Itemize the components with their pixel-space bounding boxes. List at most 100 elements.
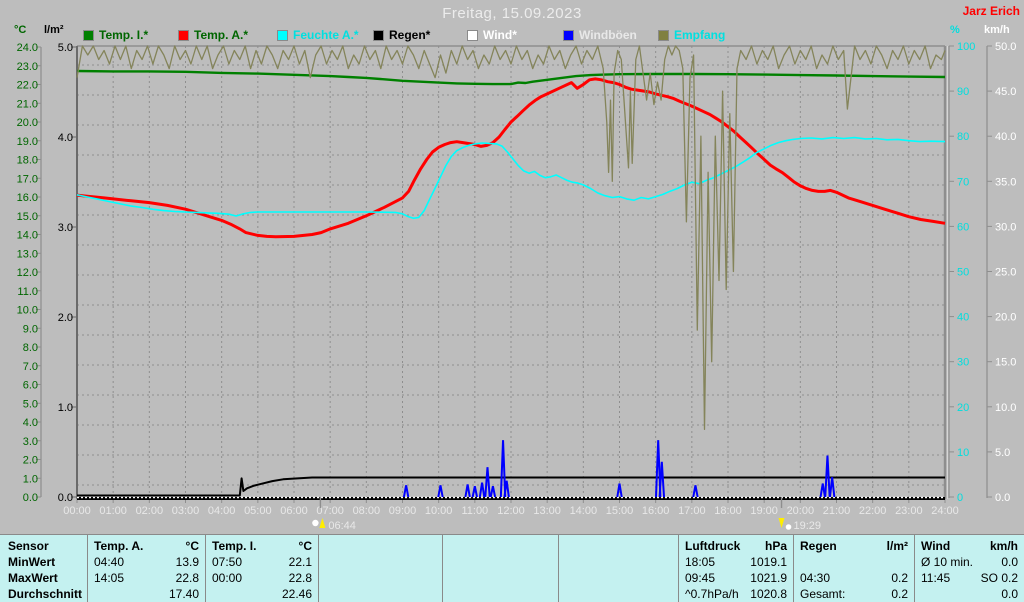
series-temp-innen: [76, 69, 946, 86]
y-axis-wind-label: 10.0: [995, 402, 1016, 414]
table-row: [443, 538, 558, 554]
series-windboeen-spike: [658, 461, 666, 498]
table-row: 22.46: [206, 586, 318, 602]
table-cell: 22.1: [288, 555, 312, 569]
summary-table: Sensor MinWert MaxWert Durchschnitt Temp. A.…: [0, 534, 1024, 602]
y-axis-humidity-label: 20: [957, 402, 969, 414]
y-axis-humidity-label: 80: [957, 131, 969, 143]
series-empfang: [76, 45, 946, 431]
x-axis-label: 01:00: [99, 505, 127, 517]
y-axis-temp-label: 8.0: [23, 342, 38, 354]
y-axis-temp-label: 14.0: [17, 230, 38, 242]
series-windboeen-spike: [503, 480, 510, 498]
y-axis-temp-label: 6.0: [23, 380, 38, 392]
table-row: 00:00 22.8: [206, 570, 318, 586]
y-axis-temp-label: 17.0: [17, 173, 38, 185]
x-axis-label: 05:00: [244, 505, 272, 517]
x-axis-label: 09:00: [389, 505, 417, 517]
table-cell: 1019.1: [750, 555, 787, 569]
x-axis-label: 20:00: [787, 505, 815, 517]
x-axis-label: 23:00: [895, 505, 923, 517]
table-column: [559, 535, 679, 602]
series-windboeen-spike: [654, 440, 662, 498]
legend-item: Empfang: [658, 28, 725, 42]
table-cell: 09:45: [685, 571, 716, 585]
legend-swatch-icon: [277, 29, 288, 41]
x-axis-label: 02:00: [136, 505, 164, 517]
x-axis-label: 14:00: [570, 505, 598, 517]
y-axis-temp-label: 11.0: [17, 286, 38, 298]
table-cell: 18:05: [685, 555, 716, 569]
table-row: [319, 554, 442, 570]
sunrise-arrow-icon: [319, 518, 326, 528]
y-axis-humidity-label: 50: [957, 267, 969, 279]
table-row: Luftdruck hPa: [679, 538, 793, 554]
y-axis-wind-label: 40.0: [995, 131, 1016, 143]
page-title: Freitag, 15.09.2023: [442, 5, 582, 22]
table-row: [559, 570, 678, 586]
legend-swatch-icon: [563, 29, 574, 41]
y-axis-wind-label: 0.0: [995, 492, 1010, 504]
legend-label: Windböen: [579, 28, 637, 42]
x-axis-label: 24:00: [931, 505, 959, 517]
table-row-label: Sensor: [8, 539, 49, 553]
legend-item: Regen*: [373, 28, 430, 42]
y-axis-humidity-label: 30: [957, 357, 969, 369]
weather-chart: 24.0 23.0 22.0 21.0 20.0 19.0 18.0 17.0 16.0 15.0…: [17, 41, 1017, 532]
table-row: 04:40 13.9: [88, 554, 205, 570]
y-axis-temp-label: 13.0: [17, 248, 38, 260]
table-cell: 07:50: [212, 555, 243, 569]
table-column: Temp. A. °C 04:40 13.9 14:05 22.8 17.40: [88, 535, 206, 602]
table-row: 11:45 SO 0.2: [915, 570, 1024, 586]
table-row: 0.0: [915, 586, 1024, 602]
legend-label: Feuchte A.*: [293, 28, 359, 42]
y-axis-wind-label: 20.0: [995, 312, 1016, 324]
x-axis-label: 00:00: [63, 505, 91, 517]
series-windboeen-spike: [478, 482, 486, 498]
axis-unit-humidity: %: [950, 24, 960, 36]
table-row-label: MinWert: [8, 555, 56, 569]
table-row: [559, 554, 678, 570]
table-row: [559, 586, 678, 602]
table-row: Regen l/m²: [794, 538, 914, 554]
y-axis-temp-label: 16.0: [17, 192, 38, 204]
y-axis-temp-label: 0.0: [23, 492, 38, 504]
table-column: [319, 535, 443, 602]
table-cell: 0.2: [891, 571, 908, 585]
y-axis-temp-label: 2.0: [23, 455, 38, 467]
series-windboeen-spike: [828, 477, 836, 498]
y-axis-temp-label: 10.0: [17, 305, 38, 317]
series-windboeen-spike: [464, 484, 471, 498]
y-axis-temp-label: 1.0: [23, 473, 38, 485]
y-axis-rain-label: 0.0: [58, 492, 73, 504]
legend-label: Temp. A.*: [194, 28, 249, 42]
series-windboeen-spike: [499, 440, 507, 498]
table-cell: °C: [185, 539, 199, 553]
x-axis-label: 17:00: [678, 505, 706, 517]
y-axis-humidity-label: 0: [957, 492, 963, 504]
y-axis-humidity-label: 60: [957, 221, 969, 233]
series-windboeen-spike: [692, 485, 699, 498]
table-row: 18:05 1019.1: [679, 554, 793, 570]
table-cell: ^0.7hPa/h: [685, 587, 739, 601]
y-axis-wind-label: 5.0: [995, 447, 1010, 459]
table-row: Temp. A. °C: [88, 538, 205, 554]
table-row: 04:30 0.2: [794, 570, 914, 586]
table-row: 09:45 1021.9: [679, 570, 793, 586]
table-cell: 0.2: [891, 587, 908, 601]
y-axis-humidity-label: 10: [957, 447, 969, 459]
legend-item: Temp. A.*: [178, 28, 248, 42]
table-cell: Ø 10 min.: [921, 555, 974, 569]
sunrise-sun-icon: [312, 519, 319, 527]
y-axis-temp-label: 3.0: [23, 436, 38, 448]
table-cell: 1021.9: [750, 571, 787, 585]
y-axis-temp-label: 18.0: [17, 155, 38, 167]
table-cell: 14:05: [94, 571, 125, 585]
series-windboeen-spike: [402, 485, 410, 498]
series-windboeen-spike: [484, 467, 491, 498]
table-row: [443, 554, 558, 570]
table-column: [443, 535, 559, 602]
user-name: Jarz Erich: [962, 4, 1020, 18]
table-cell: 17.40: [168, 587, 199, 601]
y-axis-humidity-label: 90: [957, 86, 969, 98]
